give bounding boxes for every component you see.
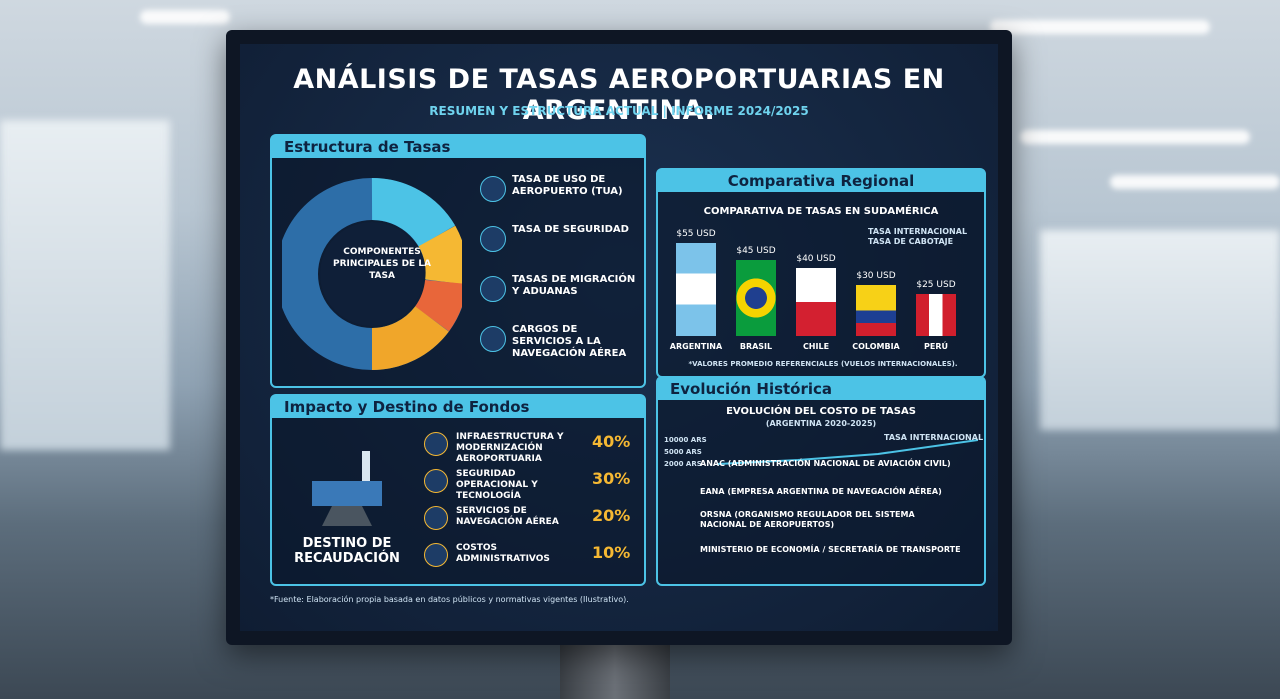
airport-icon	[312, 451, 382, 526]
panel-header: Comparativa Regional	[658, 170, 984, 192]
impact-item: SERVICIOS DE NAVEGACIÓN AÉREA	[456, 506, 559, 527]
line-label: TASA INTERNACIONAL	[884, 433, 984, 442]
icon	[424, 543, 448, 567]
panel: Evolución Histórica EVOLUCIÓN DEL COSTO …	[656, 376, 986, 586]
icon	[424, 469, 448, 493]
trend-line	[718, 439, 978, 465]
donut-segment	[414, 279, 462, 332]
impact-item: INFRAESTRUCTURA Y MODERNIZACIÓN AEROPORT…	[456, 432, 564, 464]
window	[0, 120, 170, 450]
bar	[736, 259, 776, 336]
footer: *Fuente: Elaboración propia basada en da…	[270, 595, 629, 604]
entity: ANAC (ADMINISTRACIÓN NACIONAL DE AVIACIÓ…	[700, 459, 951, 468]
runway	[322, 506, 372, 526]
chart-title: COMPARATIVA DE TASAS EN SUDAMÉRICA	[703, 206, 939, 217]
bar	[676, 242, 716, 336]
donut	[282, 177, 462, 370]
history-subtitle: (ARGENTINA 2020-2025)	[765, 419, 877, 428]
icon	[480, 176, 506, 202]
category-label: ARGENTINA	[669, 342, 723, 351]
bar	[796, 268, 836, 336]
panel-header: Evolución Histórica	[658, 378, 984, 400]
legend-entry: TASA INTERNACIONAL	[868, 227, 968, 236]
legend-entry: TASA DE CABOTAJE	[868, 237, 954, 246]
panel-header: Impacto y Destino de Fondos	[272, 396, 644, 418]
bar	[916, 293, 956, 336]
structure-item: CARGOS DE SERVICIOS A LA NAVEGACIÓN AÉRE…	[512, 324, 627, 359]
icon	[480, 226, 506, 252]
category-label: PERÚ	[924, 342, 948, 351]
impact-share: 20%	[592, 506, 631, 525]
panel: Impacto y Destino de Fondos DESTINO DE R…	[270, 394, 646, 586]
history-title: EVOLUCIÓN DEL COSTO DE TASAS	[726, 406, 916, 417]
structure-item: TASAS DE MIGRACIÓN Y ADUANAS	[512, 274, 636, 297]
structure-item: TASA DE SEGURIDAD	[512, 224, 629, 235]
category-label: COLOMBIA	[852, 342, 900, 351]
entity: ORSNA (ORGANISMO REGULADOR DEL SISTEMA N…	[700, 510, 915, 529]
donut-center-label: COMPONENTES PRINCIPALES DE LA TASA	[332, 247, 432, 281]
impact-share: 30%	[592, 469, 631, 488]
building	[312, 481, 382, 506]
ceiling-light	[1110, 175, 1280, 189]
entity: MINISTERIO DE ECONOMÍA / SECRETARÍA DE T…	[700, 545, 961, 554]
subtitle: RESUMEN Y ESTRUCTURA ACTUAL | INFORME 20…	[429, 104, 809, 118]
icon	[424, 506, 448, 530]
entity: EANA (EMPRESA ARGENTINA DE NAVEGACIÓN AÉ…	[700, 487, 942, 496]
title: ANÁLISIS DE TASAS AEROPORTUARIAS EN ARGE…	[293, 64, 945, 126]
panel: Comparativa Regional COMPARATIVA DE TASA…	[656, 168, 986, 378]
value-label: $45 USD	[736, 245, 776, 256]
value-label: $55 USD	[676, 228, 716, 239]
impact-share: 40%	[592, 432, 631, 451]
panel: Estructura de Tasas COMPONENTES PRINCIPA…	[270, 134, 646, 388]
category-label: CHILE	[802, 342, 830, 351]
impact-caption: DESTINO DE RECAUDACIÓN	[294, 536, 400, 566]
impact-item: SEGURIDAD OPERACIONAL Y TECNOLOGÍA	[456, 469, 538, 501]
donut-hole	[320, 222, 424, 326]
axis-label: 10000 ARS	[664, 436, 707, 444]
tower	[362, 451, 370, 481]
donut-segment	[371, 177, 456, 248]
ceiling-light	[140, 10, 230, 24]
icon	[480, 276, 506, 302]
value-label: $25 USD	[916, 279, 956, 290]
impact-share: 10%	[592, 543, 631, 562]
donut-segment	[371, 305, 449, 370]
structure-item: TASA DE USO DE AEROPUERTO (TUA)	[512, 174, 623, 197]
icon	[480, 326, 506, 352]
category-label: BRASIL	[739, 342, 773, 351]
axis-label: 5000 ARS	[664, 448, 702, 456]
icon	[424, 432, 448, 456]
screen: ANÁLISIS DE TASAS AEROPORTUARIAS EN ARGE…	[240, 44, 998, 631]
donut-segment	[418, 225, 462, 284]
bar	[856, 285, 896, 336]
trend	[718, 439, 978, 465]
axis-label: 2000 ARS	[664, 460, 702, 468]
impact-item: COSTOS ADMINISTRATIVOS	[456, 543, 550, 564]
window	[1040, 230, 1280, 430]
panel-header: Estructura de Tasas	[272, 136, 644, 158]
ceiling-light	[990, 20, 1210, 34]
value-label: $40 USD	[796, 254, 836, 264]
ceiling-light	[1020, 130, 1250, 144]
value-label: $30 USD	[856, 271, 896, 281]
chart-note: *VALORES PROMEDIO REFERENCIALES (VUELOS …	[688, 360, 958, 368]
